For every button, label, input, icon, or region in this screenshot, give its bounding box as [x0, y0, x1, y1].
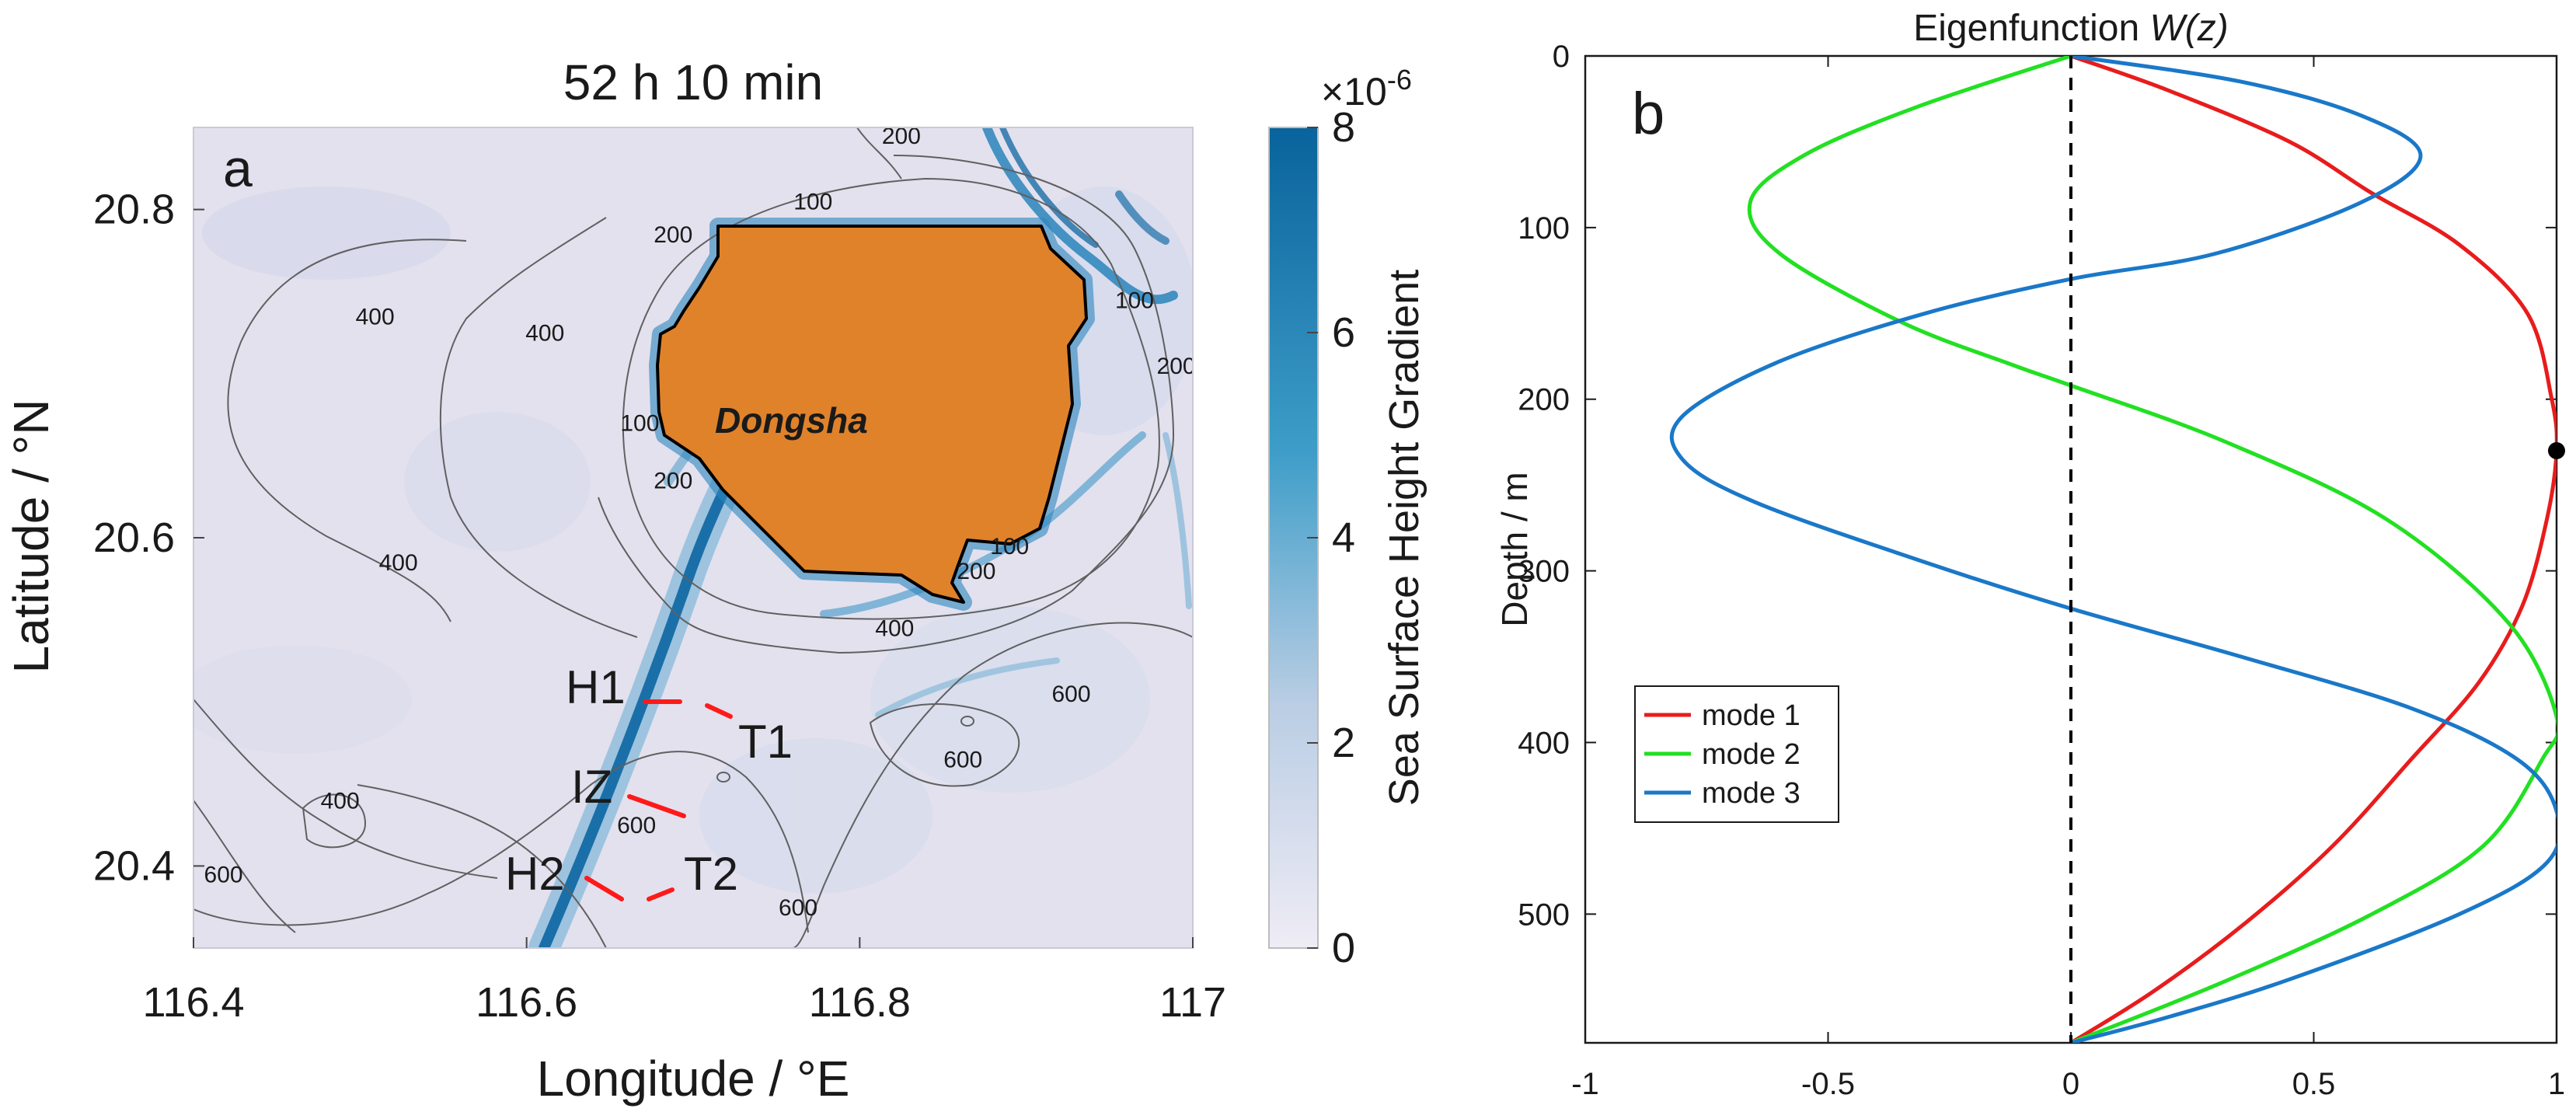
transects [584, 699, 733, 901]
island-label: Dongsha [715, 400, 868, 441]
colorbar-tick-label: 8 [1332, 104, 1355, 151]
legend-items: mode 1 mode 2 mode 3 [1644, 699, 1800, 810]
series-b [1669, 56, 2557, 1043]
contour-label: 100 [620, 411, 659, 437]
legend-b: mode 1 mode 2 mode 3 [1634, 685, 1839, 823]
colorbar-tick-label: 2 [1332, 720, 1355, 766]
transect-label-iz: IZ [571, 761, 612, 813]
colorbar: 0 2 4 6 8 ×10-6 Sea Surface Height Gradient [1268, 64, 1427, 971]
x-tick-label-b: 0 [2062, 1067, 2079, 1101]
y-tick-label-a: 20.6 [93, 514, 175, 561]
transect-label-h2: H2 [505, 848, 565, 900]
contour-label: 100 [990, 534, 1029, 559]
colorbar-exponent: ×10-6 [1321, 64, 1412, 113]
contour-label: 400 [525, 321, 564, 347]
y-tick-label-b: 0 [1553, 40, 1570, 74]
contour-label: 400 [379, 550, 418, 576]
dongsha-island [656, 225, 1088, 604]
panel-label-b: b [1632, 81, 1664, 147]
contour-label: 200 [654, 222, 692, 248]
colorbar-label: Sea Surface Height Gradient [1381, 270, 1427, 806]
y-tick-label-b: 400 [1518, 726, 1570, 760]
colorbar-exponent-base: ×10 [1321, 70, 1387, 113]
x-tick-label-b: -1 [1571, 1067, 1599, 1101]
depth-contours [193, 127, 1193, 948]
colorbar-tick-label: 0 [1332, 925, 1355, 971]
contour-label: 600 [1052, 681, 1091, 707]
series-line-mode-1 [2069, 56, 2557, 1043]
x-tick-label-a: 116.6 [476, 979, 577, 1026]
contour-label: 200 [957, 559, 995, 584]
transect-h2 [584, 876, 624, 901]
colorbar-ticks: 0 2 4 6 8 [1307, 104, 1355, 971]
contour-label: 400 [356, 304, 395, 329]
contour-label: 200 [882, 124, 921, 149]
y-tick-label-b: 300 [1518, 555, 1570, 589]
colorbar-tick-label: 4 [1332, 514, 1355, 561]
y-axis-label-a: Latitude / °N [3, 399, 59, 674]
transect-t1-line [705, 703, 733, 719]
contour-label: 400 [321, 788, 360, 814]
series-line-mode-2 [1747, 56, 2557, 1043]
y-tick-label-a: 20.4 [93, 842, 175, 889]
chart-title-b: Eigenfunction W(z) [1913, 8, 2229, 49]
panel-label-a: a [223, 139, 253, 198]
x-axis-label-a: Longitude / °E [537, 1051, 850, 1107]
max-marker-point [2548, 442, 2565, 459]
contour-label: 600 [943, 748, 982, 773]
legend-label-mode-3: mode 3 [1702, 777, 1800, 810]
x-tick-label-b: -0.5 [1801, 1067, 1855, 1101]
contour-label: 200 [1157, 354, 1196, 379]
chart-title-a: 52 h 10 min [563, 54, 823, 110]
legend-label-mode-1: mode 1 [1702, 699, 1800, 732]
y-tick-label-b: 100 [1518, 211, 1570, 246]
transect-iz [627, 794, 686, 818]
contour-label: 100 [793, 190, 832, 215]
y-tick-label-a: 20.8 [93, 186, 175, 233]
transect-t2 [647, 887, 675, 901]
contour-label: 600 [779, 895, 817, 921]
chart-title-b-prefix: Eigenfunction [1913, 8, 2149, 49]
transect-label-t1: T1 [738, 716, 793, 768]
contour-label: 200 [654, 469, 692, 494]
x-tick-label-b: 0.5 [2292, 1067, 2336, 1101]
x-tick-label-a: 117 [1159, 979, 1226, 1026]
series-line-mode-3 [1669, 56, 2557, 1043]
x-tick-label-a: 116.8 [809, 979, 911, 1026]
contour-label: 600 [617, 813, 656, 838]
axes-b: -1 -0.5 0 0.5 1 0 100 200 300 400 500 [1518, 40, 2565, 1101]
y-tick-label-b: 500 [1518, 898, 1570, 932]
transect-label-t2: T2 [684, 848, 738, 900]
y-tick-label-b: 200 [1518, 383, 1570, 417]
chart-title-b-italic: W(z) [2149, 8, 2228, 49]
legend-label-mode-2: mode 2 [1702, 738, 1800, 771]
contour-label: 100 [1115, 288, 1154, 313]
colorbar-tick-label: 6 [1332, 309, 1355, 356]
colorbar-exponent-power: -6 [1387, 64, 1412, 96]
contour-label: 400 [875, 616, 914, 642]
panel-b: Eigenfunction W(z) b -1 -0.5 0 0.5 1 0 100 200 3… [1494, 8, 2565, 1101]
contour-label: 600 [204, 863, 243, 888]
x-tick-label-b: 1 [2548, 1067, 2565, 1101]
transect-label-h1: H1 [566, 661, 626, 713]
x-tick-label-a: 116.4 [142, 979, 244, 1026]
axes-a: 116.4 116.6 116.8 117 20.4 20.6 20.8 [93, 186, 1226, 1026]
y-axis-label-b: Depth / m [1494, 472, 1535, 626]
